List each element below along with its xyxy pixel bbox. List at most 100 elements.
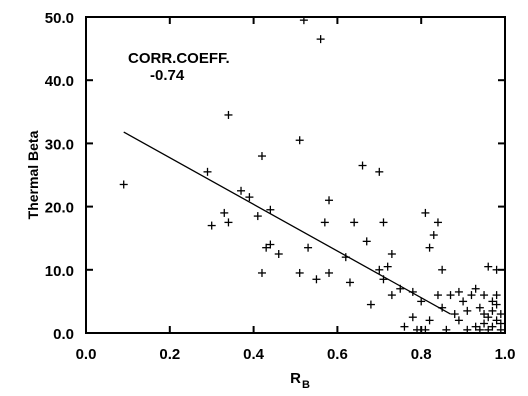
data-point: [438, 265, 447, 274]
data-point: [203, 167, 212, 176]
data-point: [480, 319, 489, 328]
data-point: [325, 196, 334, 205]
plot-area-frame: [85, 16, 506, 334]
data-point: [408, 287, 417, 296]
y-tick-label: 30.0: [45, 136, 74, 153]
x-tick-label: 0.6: [327, 346, 348, 363]
data-point: [345, 278, 354, 287]
data-point: [484, 262, 493, 271]
data-point: [207, 221, 216, 230]
data-point: [358, 161, 367, 170]
data-point: [274, 250, 283, 258]
data-point: [429, 231, 438, 240]
x-tick-label: 0.8: [411, 346, 432, 363]
data-point: [266, 240, 275, 249]
data-point: [220, 208, 229, 217]
data-point: [266, 205, 275, 214]
y-tick-label: 50.0: [45, 10, 74, 27]
data-point: [475, 303, 484, 312]
data-point: [119, 180, 128, 189]
data-point: [484, 313, 493, 322]
axis-ticks: 0.0 0.2 0.4 0.6 0.8 1.0 0.0 10.0 20.0 30.0 40.0 50.…: [45, 10, 516, 363]
x-tick-label: 0.0: [76, 346, 97, 363]
data-point: [425, 243, 434, 252]
data-point: [320, 218, 329, 227]
data-point: [425, 316, 434, 325]
data-point: [257, 152, 266, 161]
data-point: [245, 193, 254, 202]
data-point: [366, 300, 375, 309]
data-point: [438, 303, 447, 312]
data-point: [362, 237, 371, 246]
data-point: [488, 297, 497, 306]
x-axis-label-subscript: B: [302, 379, 310, 391]
data-point: [295, 136, 304, 145]
data-point: [383, 262, 392, 271]
data-point: [480, 310, 489, 319]
data-point: [446, 291, 455, 300]
data-point: [350, 218, 359, 227]
data-point: [237, 186, 246, 195]
data-point: [400, 322, 409, 331]
data-point: [492, 300, 501, 309]
y-tick-label: 0.0: [53, 326, 74, 343]
data-point: [379, 275, 388, 284]
annotation-corr-label: CORR.COEFF.: [128, 50, 230, 67]
data-point: [484, 325, 493, 334]
data-point: [316, 35, 325, 44]
data-point: [375, 265, 384, 274]
annotation-corr-value: -0.74: [150, 67, 185, 84]
data-point: [387, 291, 396, 300]
data-point: [492, 291, 501, 300]
data-point: [433, 218, 442, 227]
data-point: [496, 325, 505, 334]
data-point: [480, 291, 489, 300]
data-point: [488, 322, 497, 331]
data-point: [325, 268, 334, 277]
data-points: [119, 16, 505, 334]
data-point: [488, 306, 497, 315]
regression-line-group: [123, 131, 451, 315]
data-point: [379, 218, 388, 227]
data-point: [454, 316, 463, 325]
data-point: [262, 243, 271, 252]
x-tick-label: 1.0: [495, 346, 516, 363]
data-point: [224, 218, 233, 227]
y-tick-label: 20.0: [45, 200, 74, 217]
data-point: [312, 275, 321, 284]
data-point: [492, 316, 501, 325]
data-point: [450, 310, 459, 319]
data-point: [299, 16, 308, 25]
data-point: [459, 297, 468, 306]
data-point: [433, 291, 442, 300]
x-axis-label: R: [290, 370, 301, 387]
data-point: [224, 110, 233, 119]
data-point: [442, 325, 451, 334]
data-point: [257, 268, 266, 277]
y-axis-label: Thermal Beta: [25, 130, 41, 219]
data-point: [467, 291, 476, 300]
data-point: [454, 287, 463, 296]
data-point: [396, 284, 405, 293]
data-point: [421, 325, 430, 334]
data-point: [295, 268, 304, 277]
data-point: [341, 253, 350, 262]
data-point: [421, 208, 430, 217]
data-point: [492, 265, 501, 274]
data-point: [496, 310, 505, 319]
x-tick-label: 0.2: [159, 346, 180, 363]
data-point: [304, 243, 313, 252]
data-point: [253, 212, 262, 221]
data-point: [408, 313, 417, 322]
data-point: [417, 297, 426, 306]
data-point: [375, 167, 384, 176]
x-tick-label: 0.4: [243, 346, 265, 363]
data-point: [387, 250, 396, 258]
regression-line: [123, 131, 451, 315]
data-point: [471, 284, 480, 293]
data-point: [471, 322, 480, 331]
y-tick-label: 40.0: [45, 73, 74, 90]
data-point: [413, 325, 422, 334]
